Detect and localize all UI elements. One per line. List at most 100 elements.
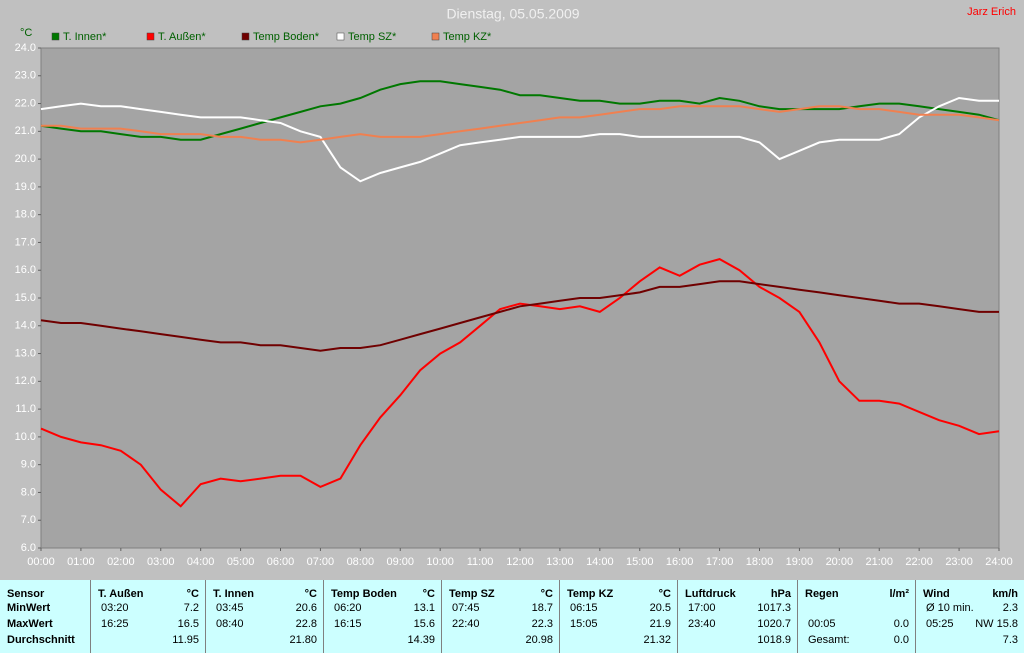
table-column: Temp Boden °C 06:20 13.1 16:15 15.6 14.39 xyxy=(323,580,441,653)
cell-time: 00:05 xyxy=(808,618,836,630)
column-unit: hPa xyxy=(770,588,791,600)
series-line xyxy=(40,80,1000,141)
row-label: Durchschnitt xyxy=(7,634,75,646)
cell-time: 16:15 xyxy=(334,618,362,630)
y-tick-label: 16.0 xyxy=(15,264,36,276)
x-tick-label: 09:00 xyxy=(386,556,414,568)
cell-value: 2.3 xyxy=(1002,602,1018,614)
y-tick-label: 15.0 xyxy=(15,292,36,304)
row-label: MaxWert xyxy=(7,618,53,630)
cell-time: 03:20 xyxy=(101,602,129,614)
y-tick-label: 22.0 xyxy=(15,97,36,109)
cell-value: 0.0 xyxy=(893,618,909,630)
table-column: Temp SZ °C 07:45 18.7 22:40 22.3 20.98 xyxy=(441,580,559,653)
cell-value: 21.32 xyxy=(643,634,671,646)
cell-value: 22.8 xyxy=(295,618,317,630)
cell-value: 20.98 xyxy=(525,634,553,646)
table-column: Regen l/m² 00:05 0.0 Gesamt: 0.0 xyxy=(797,580,915,653)
legend-swatch xyxy=(431,32,440,41)
cell-time: 06:15 xyxy=(570,602,598,614)
column-header: T. Innen xyxy=(213,588,254,600)
cell-value: 1017.3 xyxy=(757,602,791,614)
cell-time: 03:45 xyxy=(216,602,244,614)
y-tick-label: 10.0 xyxy=(15,431,36,443)
y-tick-label: 21.0 xyxy=(15,125,36,137)
x-tick-label: 02:00 xyxy=(107,556,135,568)
cell-value: 0.0 xyxy=(893,634,909,646)
y-tick-label: 8.0 xyxy=(21,486,36,498)
cell-value: 21.9 xyxy=(649,618,671,630)
column-unit: °C xyxy=(422,588,435,600)
y-tick-label: 23.0 xyxy=(15,70,36,82)
cell-time: Ø 10 min. xyxy=(926,602,974,614)
column-header: Sensor xyxy=(7,588,45,600)
cell-value: 20.6 xyxy=(295,602,317,614)
series-line xyxy=(40,280,999,352)
x-tick-label: 10:00 xyxy=(426,556,454,568)
legend-label: T. Innen* xyxy=(63,31,107,43)
column-header: Luftdruck xyxy=(685,588,736,600)
cell-time: 23:40 xyxy=(688,618,716,630)
legend-label: Temp SZ* xyxy=(348,31,397,43)
cell-time: 17:00 xyxy=(688,602,716,614)
column-header: Temp KZ xyxy=(567,588,614,600)
column-header: T. Außen xyxy=(98,588,144,600)
cell-time: 07:45 xyxy=(452,602,480,614)
column-unit: l/m² xyxy=(889,588,909,600)
column-unit: °C xyxy=(304,588,317,600)
y-tick-label: 9.0 xyxy=(21,459,36,471)
cell-value: 15.6 xyxy=(413,618,435,630)
y-tick-label: 18.0 xyxy=(15,209,36,221)
table-column: Sensor MinWert MaxWert Durchschnitt xyxy=(0,580,90,653)
table-column: Luftdruck hPa 17:00 1017.3 23:40 1020.7 1018.9 xyxy=(677,580,797,653)
x-tick-label: 20:00 xyxy=(826,556,854,568)
x-tick-label: 18:00 xyxy=(746,556,774,568)
x-tick-label: 07:00 xyxy=(307,556,335,568)
x-tick-label: 08:00 xyxy=(347,556,375,568)
y-tick-label: 11.0 xyxy=(15,403,36,415)
y-tick-label: 13.0 xyxy=(15,347,36,359)
plot-area xyxy=(40,47,1000,549)
legend-label: Temp Boden* xyxy=(253,31,320,43)
series-line xyxy=(41,105,1000,144)
cell-value: 22.3 xyxy=(531,618,553,630)
y-tick-label: 20.0 xyxy=(15,153,36,165)
column-header: Wind xyxy=(923,588,950,600)
column-unit: °C xyxy=(186,588,199,600)
table-column: Temp KZ °C 06:15 20.5 15:05 21.9 21.32 xyxy=(559,580,677,653)
column-header: Temp SZ xyxy=(449,588,495,600)
x-tick-label: 11:00 xyxy=(467,556,494,568)
cell-value: 14.39 xyxy=(407,634,435,646)
x-tick-label: 21:00 xyxy=(865,556,893,568)
y-axis-label: °C xyxy=(20,27,32,39)
y-tick-label: 17.0 xyxy=(15,236,36,248)
column-header: Temp Boden xyxy=(331,588,397,600)
y-tick-label: 12.0 xyxy=(15,375,36,387)
cell-value: NW 15.8 xyxy=(975,618,1018,630)
chart-title: Dienstag, 05.05.2009 xyxy=(446,6,579,22)
cell-value: 7.3 xyxy=(1002,634,1018,646)
x-tick-label: 17:00 xyxy=(706,556,734,568)
y-tick-label: 6.0 xyxy=(21,542,36,554)
cell-value: 1020.7 xyxy=(757,618,791,630)
x-tick-label: 19:00 xyxy=(786,556,814,568)
y-tick-label: 19.0 xyxy=(15,181,36,193)
x-tick-label: 12:00 xyxy=(506,556,534,568)
y-tick-label: 14.0 xyxy=(15,320,36,332)
table-column: T. Außen °C 03:20 7.2 16:25 16.5 11.95 xyxy=(90,580,205,653)
series-line xyxy=(40,96,999,183)
cell-time: Gesamt: xyxy=(808,634,850,646)
column-unit: °C xyxy=(540,588,553,600)
legend-label: Temp KZ* xyxy=(443,31,492,43)
x-tick-label: 00:00 xyxy=(27,556,55,568)
x-tick-label: 03:00 xyxy=(147,556,175,568)
cell-value: 7.2 xyxy=(183,602,199,614)
cell-time: 16:25 xyxy=(101,618,129,630)
column-unit: km/h xyxy=(992,588,1018,600)
cell-value: 21.80 xyxy=(289,634,317,646)
x-tick-label: 13:00 xyxy=(546,556,574,568)
legend-swatch xyxy=(336,32,345,41)
y-tick-label: 24.0 xyxy=(15,42,36,54)
stats-table: Sensor MinWert MaxWert Durchschnitt T. Außen… xyxy=(0,580,1024,653)
cell-value: 18.7 xyxy=(531,602,553,614)
